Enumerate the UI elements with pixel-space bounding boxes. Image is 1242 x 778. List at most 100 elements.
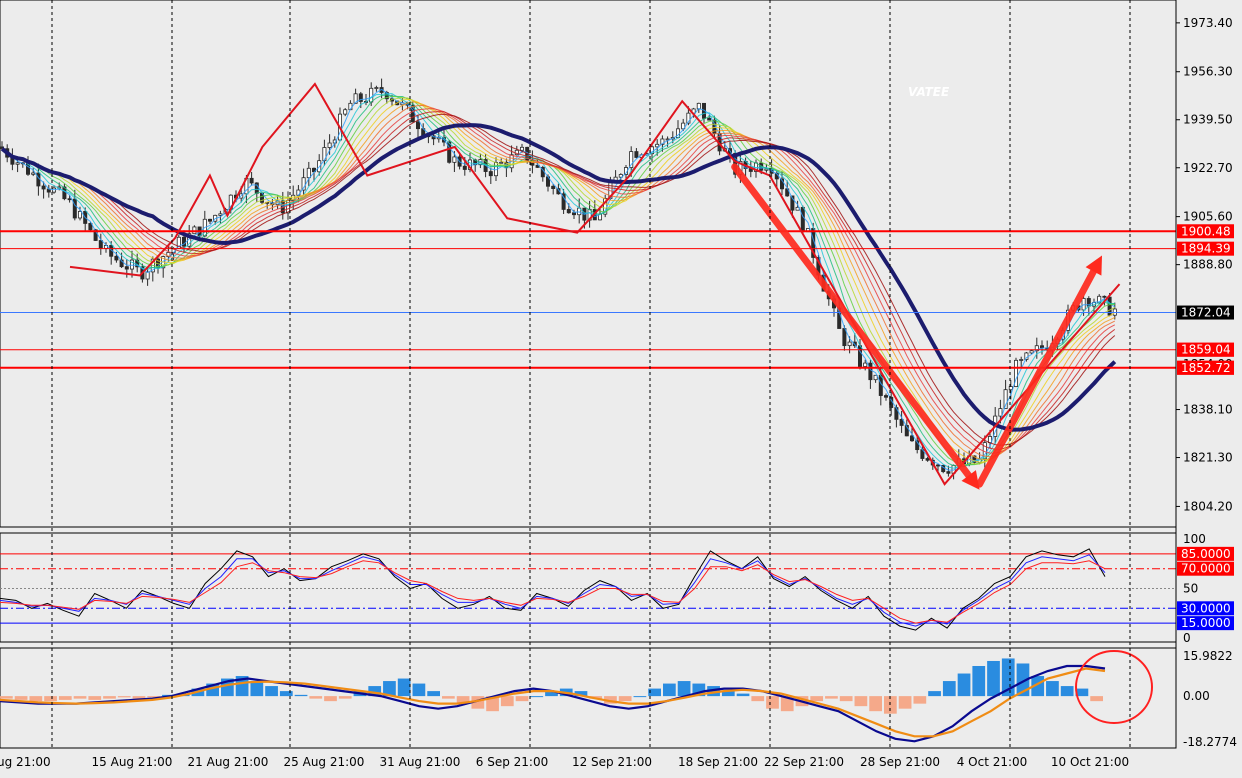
macd-histogram-bar xyxy=(427,691,440,697)
macd-histogram-bar xyxy=(383,681,396,697)
current-price-box xyxy=(1177,305,1234,320)
ma-ribbon-line xyxy=(1,101,1116,461)
candle-body xyxy=(520,146,525,151)
macd-histogram-bar xyxy=(88,696,102,700)
candle-body xyxy=(181,236,186,247)
candle-body xyxy=(447,141,452,163)
candle-body xyxy=(946,471,951,474)
stoch-tick-label: 50 xyxy=(1183,582,1198,596)
time-tick-label: 9 Aug 21:00 xyxy=(0,755,51,769)
watermark-logo: VATEE xyxy=(908,85,950,99)
candle-body xyxy=(972,455,977,463)
candle-body xyxy=(358,93,363,102)
candle-body xyxy=(369,87,374,103)
level-label: 1900.48 xyxy=(1181,224,1231,238)
macd-histogram-bar xyxy=(0,696,13,699)
macd-histogram-bar xyxy=(456,696,470,704)
candle-body xyxy=(462,165,467,170)
macd-histogram-bar xyxy=(44,696,57,702)
macd-histogram-bar xyxy=(515,696,529,702)
macd-histogram-bar xyxy=(1060,686,1074,697)
macd-histogram-bar xyxy=(957,673,971,697)
candle-body xyxy=(1107,296,1112,316)
macd-histogram-bar xyxy=(14,696,28,700)
macd-histogram-bar xyxy=(648,688,661,697)
current-price-label: 1872.04 xyxy=(1181,306,1231,320)
candle-body xyxy=(98,240,103,249)
candle-body xyxy=(686,112,691,124)
candle-body xyxy=(842,328,847,347)
candle-body xyxy=(655,143,660,148)
price-tick-label: 1838.10 xyxy=(1183,403,1233,417)
macd-histogram-bar xyxy=(663,683,676,697)
macd-histogram-bar xyxy=(530,696,544,698)
candle-body xyxy=(291,194,296,201)
candle-body xyxy=(1014,359,1019,387)
stoch-level-label: 70.0000 xyxy=(1181,562,1231,576)
candle-body xyxy=(114,255,119,261)
macd-histogram-bar xyxy=(987,660,1000,697)
macd-histogram-bar xyxy=(132,696,146,699)
time-tick-label: 12 Sep 21:00 xyxy=(572,755,652,769)
price-tick-label: 1821.30 xyxy=(1183,451,1233,465)
macd-histogram-bar xyxy=(810,696,824,702)
macd-histogram-bar xyxy=(1046,681,1059,697)
candle-body xyxy=(88,223,93,231)
candle-body xyxy=(93,229,98,241)
candle-body xyxy=(353,93,358,104)
ma-ribbon-line xyxy=(1,94,1115,467)
candle-body xyxy=(124,266,129,270)
candle-body xyxy=(311,167,316,173)
candle-body xyxy=(551,185,556,189)
macd-histogram-bar xyxy=(751,696,765,702)
macd-histogram-bar xyxy=(677,681,691,697)
level-label: 1852.72 xyxy=(1181,361,1231,375)
macd-histogram-bar xyxy=(442,696,455,699)
macd-histogram-bar xyxy=(235,676,249,697)
ma-ribbon-line xyxy=(1,93,1115,469)
candle-body xyxy=(1008,386,1013,391)
macd-histogram-bar xyxy=(839,696,853,702)
candle-body xyxy=(41,185,46,190)
candle-body xyxy=(119,259,124,268)
level-label-box xyxy=(1177,241,1234,256)
level-label-box xyxy=(1177,360,1234,375)
stoch-line xyxy=(0,554,1106,627)
stoch-level-box xyxy=(1177,616,1234,631)
candle-body xyxy=(145,271,150,280)
price-tick-label: 1956.30 xyxy=(1183,65,1233,79)
candle-body xyxy=(998,408,1003,417)
stoch-line xyxy=(0,560,1106,624)
macd-histogram-bar xyxy=(309,696,323,699)
macd-histogram-bar xyxy=(397,678,411,697)
candle-body xyxy=(306,167,311,179)
macd-histogram-bar xyxy=(412,683,426,697)
macd-histogram-bar xyxy=(58,696,72,700)
candle-body xyxy=(343,109,348,115)
time-tick-label: 18 Sep 21:00 xyxy=(678,755,758,769)
price-tick-label: 1804.20 xyxy=(1183,499,1233,513)
candle-body xyxy=(207,218,212,222)
macd-histogram-bar xyxy=(1090,696,1103,702)
macd-histogram-bar xyxy=(338,696,352,699)
candle-body xyxy=(884,395,889,398)
candle-body xyxy=(1003,389,1008,409)
macd-histogram-bar xyxy=(736,693,750,697)
candle-body xyxy=(873,374,878,381)
level-label-box xyxy=(1177,342,1234,357)
macd-histogram-bar xyxy=(942,681,956,697)
trend-arrow-head xyxy=(1085,255,1102,276)
macd-histogram-bar xyxy=(545,691,558,697)
candle-body xyxy=(72,198,77,219)
candle-body xyxy=(1102,295,1107,298)
candle-body xyxy=(868,362,873,381)
candle-body xyxy=(899,418,904,426)
candle-body xyxy=(936,464,941,467)
price-tick-label: 1888.80 xyxy=(1183,258,1233,272)
macd-histogram-bar xyxy=(250,681,264,697)
zigzag-line xyxy=(69,82,1121,486)
candle-body xyxy=(618,174,623,178)
